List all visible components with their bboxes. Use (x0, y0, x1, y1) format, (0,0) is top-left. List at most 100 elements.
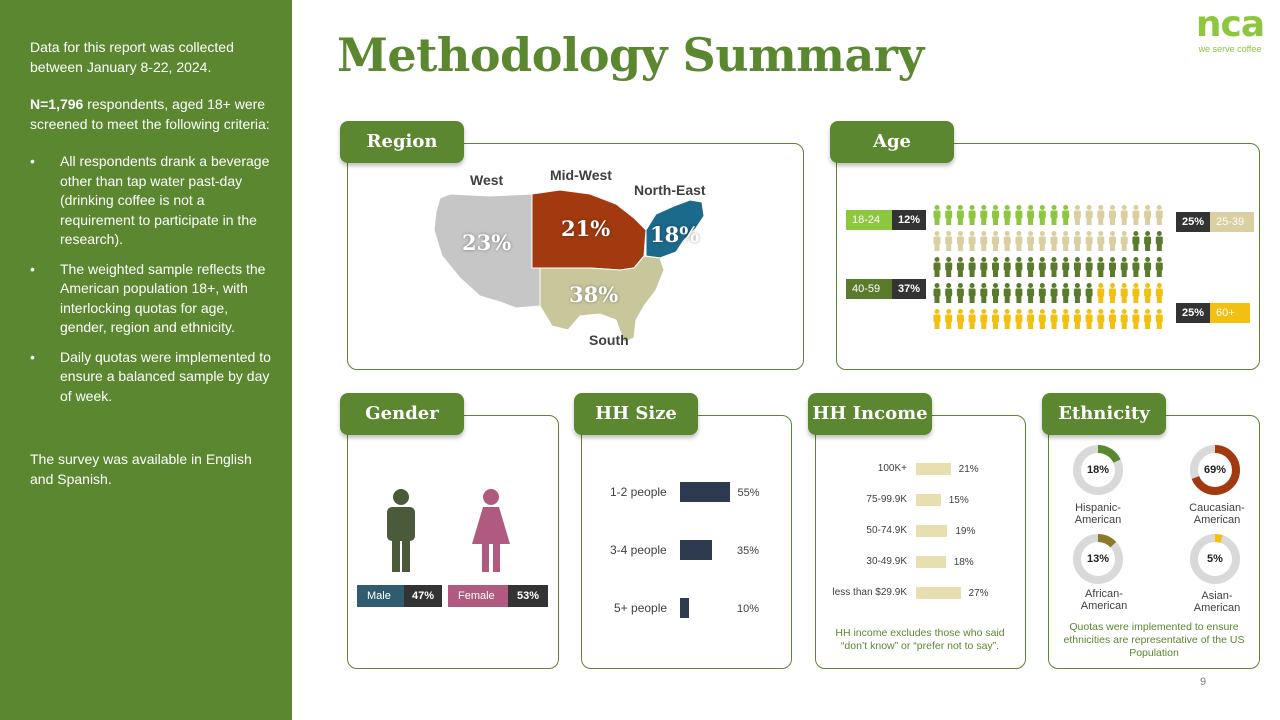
hh-income-value: 15% (948, 495, 969, 506)
hh-income-category: 30-49.9K (866, 556, 907, 567)
person-icon (1085, 257, 1093, 277)
person-icon (1003, 257, 1011, 277)
person-icon (968, 309, 976, 329)
west-value: 23% (462, 230, 512, 255)
male-value: 47% (404, 585, 442, 607)
person-icon (980, 257, 988, 277)
hh-income-bar (916, 525, 948, 537)
ethnicity-tab: Ethnicity (1042, 393, 1166, 435)
person-icon (1109, 257, 1116, 277)
person-icon (1027, 283, 1035, 303)
criteria-list: • All respondents drank a beverage other … (30, 152, 274, 406)
person-icon (945, 205, 953, 225)
african-label-1: African- (1085, 588, 1123, 600)
person-icon (1144, 257, 1152, 277)
sample-size-bold: N=1,796 (30, 96, 84, 112)
hh-income-tab: HH Income (808, 393, 932, 435)
person-icon (1050, 231, 1058, 251)
person-icon (1027, 205, 1035, 225)
person-icon (1132, 309, 1140, 329)
person-icon (1038, 231, 1046, 251)
person-icon (956, 205, 964, 225)
hh-size-category-2: 3-4 people (610, 543, 667, 557)
hh-size-bar (680, 598, 689, 618)
person-icon (1038, 283, 1046, 303)
hh-income-bar (916, 587, 961, 599)
person-icon (992, 257, 999, 277)
person-icon (1062, 257, 1070, 277)
region-south-shape (539, 255, 665, 343)
hh-income-panel (815, 415, 1026, 669)
person-icon (945, 257, 953, 277)
person-icon (1073, 205, 1081, 225)
ethnicity-note: Quotas were implemented to ensure ethnic… (1063, 621, 1245, 659)
hh-income-note: HH income excludes those who said “don’t… (835, 627, 1005, 652)
hh-size-tab: HH Size (574, 393, 698, 435)
hispanic-donut (1073, 445, 1123, 495)
person-icon (933, 309, 941, 329)
language-text: The survey was available in English and … (30, 451, 252, 487)
hh-income-value: 18% (953, 557, 974, 568)
person-icon (1015, 283, 1023, 303)
person-icon (968, 283, 976, 303)
person-icon (1062, 283, 1070, 303)
age-40-59-label: 40-59 (846, 279, 892, 299)
person-icon (1097, 283, 1105, 303)
asian-label-1: Asian- (1201, 590, 1233, 602)
age-pictogram (933, 205, 1163, 329)
hispanic-label-1: Hispanic- (1075, 502, 1121, 514)
age-60-plus-value: 25% (1176, 303, 1211, 323)
person-icon (1144, 283, 1152, 303)
person-icon (1027, 257, 1035, 277)
person-icon (1155, 283, 1163, 303)
person-icon (1155, 257, 1163, 277)
person-icon (956, 283, 964, 303)
person-icon (956, 309, 964, 329)
hh-size-category-1: 1-2 people (610, 485, 667, 499)
person-icon (1085, 205, 1093, 225)
hh-income-value: 21% (958, 464, 979, 475)
age-18-24-value: 12% (892, 210, 927, 230)
person-icon (1073, 283, 1081, 303)
age-40-59-value: 37% (892, 279, 927, 299)
asian-donut (1190, 534, 1240, 584)
male-icon (387, 489, 415, 572)
logo-mark: nca (1195, 4, 1265, 45)
gender-tab: Gender (340, 393, 464, 435)
caucasian-label-1: Caucasian- (1189, 502, 1245, 514)
african-donut (1073, 534, 1123, 584)
criteria-text: Daily quotas were implemented to ensure … (60, 348, 271, 404)
region-west-shape (433, 193, 541, 309)
person-icon (1015, 231, 1023, 251)
midwest-label: Mid-West (550, 167, 612, 183)
person-icon (1027, 309, 1035, 329)
person-icon (1003, 283, 1011, 303)
person-icon (980, 205, 988, 225)
person-icon (1027, 231, 1035, 251)
person-icon (1050, 257, 1058, 277)
criteria-item: • All respondents drank a beverage other … (30, 152, 274, 250)
age-25-39-label: 25-39 (1210, 212, 1255, 232)
bullet-icon: • (30, 348, 35, 365)
person-icon (1015, 309, 1023, 329)
south-label: South (589, 332, 629, 348)
hh-income-bar (916, 463, 951, 475)
hh-size-value: 55% (737, 487, 760, 499)
criteria-text: All respondents drank a beverage other t… (60, 153, 270, 247)
donut-slice (1190, 445, 1240, 495)
caucasian-donut (1190, 445, 1240, 495)
age-60-plus-tag: 25% 60+ (1176, 303, 1251, 323)
hh-income-bar (916, 556, 946, 568)
hh-size-value: 10% (737, 603, 760, 615)
sample-size-text: N=1,796 respondents, aged 18+ were scree… (30, 95, 274, 134)
person-icon (992, 309, 999, 329)
person-icon (1109, 205, 1116, 225)
person-icon (980, 309, 988, 329)
person-icon (945, 231, 953, 251)
bullet-icon: • (30, 153, 35, 169)
person-icon (1003, 231, 1011, 251)
gender-panel (347, 415, 559, 669)
collection-dates-text: Data for this report was collected betwe… (30, 39, 234, 75)
donut-slice (1190, 534, 1240, 584)
person-icon (1003, 309, 1011, 329)
